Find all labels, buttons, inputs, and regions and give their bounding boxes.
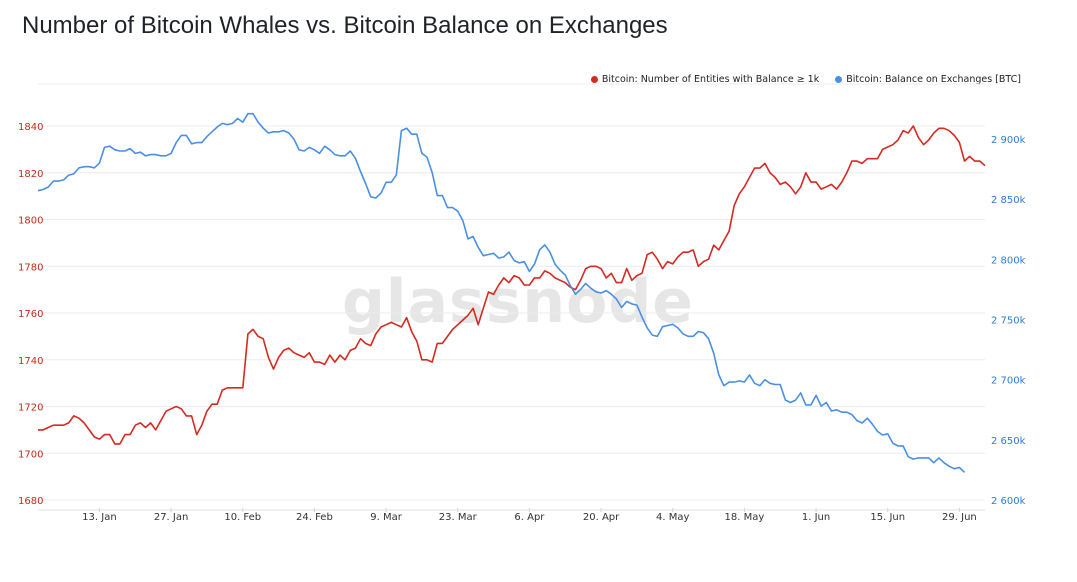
y-left-tick-label: 1720 — [18, 403, 43, 414]
legend-label-whales: Bitcoin: Number of Entities with Balance… — [601, 74, 820, 85]
x-tick-label: 13. Jan — [82, 512, 117, 523]
x-tick-label: 24. Feb — [296, 512, 333, 523]
x-tick-label: 4. May — [656, 512, 689, 523]
y-left-tick-label: 1740 — [18, 356, 43, 367]
x-tick-label: 18. May — [725, 512, 765, 523]
x-tick-label: 9. Mar — [370, 512, 402, 523]
x-tick-label: 10. Feb — [224, 512, 261, 523]
y-right-tick-label: 2 700k — [991, 376, 1026, 387]
y-right-tick-label: 2 750k — [991, 316, 1026, 327]
x-tick-label: 6. Apr — [514, 512, 545, 523]
y-axis-right: 2 600k 2 650k 2 700k 2 750k 2 800k 2 850k 2 90… — [991, 135, 1026, 507]
y-left-tick-label: 1700 — [18, 449, 43, 460]
y-left-tick-label: 1780 — [18, 262, 43, 273]
y-right-tick-label: 2 850k — [991, 195, 1026, 206]
page-title: Number of Bitcoin Whales vs. Bitcoin Bal… — [22, 12, 668, 39]
y-left-tick-label: 1680 — [18, 496, 43, 507]
x-tick-label: 15. Jun — [870, 512, 905, 523]
legend-item-whales[interactable]: Bitcoin: Number of Entities with Balance… — [590, 74, 820, 85]
y-right-tick-label: 2 650k — [991, 436, 1026, 447]
series-lines — [37, 112, 986, 473]
y-left-tick-label: 1800 — [18, 216, 43, 227]
y-right-tick-label: 2 800k — [991, 255, 1026, 266]
y-axis-left: 1680 1700 1720 1740 1760 1780 1800 1820 1840 — [18, 122, 43, 507]
y-right-tick-label: 2 600k — [991, 496, 1026, 507]
x-axis: 13. Jan 27. Jan 10. Feb 24. Feb 9. Mar 23. Ma… — [38, 508, 985, 523]
x-tick-label: 23. Mar — [439, 512, 478, 523]
legend-label-exchange: Bitcoin: Balance on Exchanges [BTC] — [846, 74, 1021, 85]
y-left-tick-label: 1760 — [18, 309, 43, 320]
gridlines — [38, 83, 985, 501]
x-tick-label: 27. Jan — [154, 512, 189, 523]
legend-dot-exchange — [835, 76, 843, 83]
x-tick-label: 1. Jun — [802, 512, 830, 523]
x-tick-label: 29. Jun — [942, 512, 977, 523]
y-left-tick-label: 1820 — [18, 169, 43, 180]
legend: Bitcoin: Number of Entities with Balance… — [590, 74, 1021, 85]
legend-dot-whales — [590, 76, 598, 83]
exchange-series-line — [37, 112, 966, 473]
y-left-tick-label: 1840 — [18, 122, 43, 133]
x-tick-label: 20. Apr — [583, 512, 620, 523]
y-right-tick-label: 2 900k — [991, 135, 1026, 146]
whales-series-line — [38, 125, 986, 445]
legend-item-exchange[interactable]: Bitcoin: Balance on Exchanges [BTC] — [835, 74, 1021, 85]
